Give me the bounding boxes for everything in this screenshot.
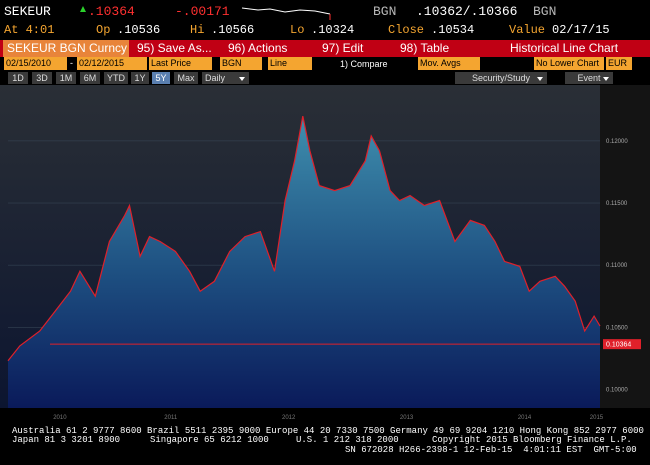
close-label: Close — [388, 23, 425, 37]
frequency[interactable]: Daily — [202, 72, 249, 84]
x-tick-label: 2014 — [518, 415, 532, 421]
range-button[interactable]: YTD — [104, 72, 128, 84]
source: BGN — [373, 4, 397, 19]
footer-contact: U.S. 1 212 318 2000 — [296, 435, 399, 445]
security-study[interactable]: Security/Study — [455, 72, 547, 84]
menu-item[interactable]: 95) Save As... — [137, 41, 212, 55]
separator: - — [70, 58, 73, 68]
event[interactable]: Event — [565, 72, 613, 84]
x-tick-label: 2011 — [164, 415, 178, 421]
menu-item[interactable]: 96) Actions — [228, 41, 288, 55]
y-tick-label: 0.10500 — [606, 325, 628, 331]
field[interactable]: Last Price — [149, 57, 212, 70]
range-button[interactable]: 1D — [8, 72, 28, 84]
source: BGN — [533, 4, 557, 19]
start-date[interactable]: 02/15/2010 — [4, 57, 67, 70]
range-button[interactable]: 1M — [56, 72, 76, 84]
range-button[interactable]: 6M — [80, 72, 100, 84]
source[interactable]: BGN — [220, 57, 262, 70]
y-tick-label: 0.11500 — [606, 201, 628, 207]
area-fill — [8, 116, 600, 408]
up-arrow — [80, 6, 86, 12]
lower-chart[interactable]: No Lower Chart — [534, 57, 604, 70]
footer-contact: Singapore 65 6212 1000 — [150, 435, 269, 445]
high: .10566 — [211, 23, 255, 37]
last-price-label: 0.10364 — [606, 342, 631, 349]
x-tick-label: 2012 — [282, 415, 296, 421]
value-date: 02/17/15 — [552, 23, 610, 37]
high-label: Hi — [190, 23, 205, 37]
range-button[interactable]: Max — [174, 72, 198, 84]
y-tick-label: 0.10000 — [606, 387, 628, 393]
ticker: SEKEUR — [4, 4, 51, 19]
time: At 4:01 — [4, 23, 55, 37]
range-button[interactable]: 3D — [32, 72, 52, 84]
close: .10534 — [431, 23, 475, 37]
chart-title: Historical Line Chart — [510, 41, 619, 55]
moving-averages[interactable]: Mov. Avgs — [418, 57, 480, 70]
menu-item[interactable]: 98) Table — [400, 41, 450, 55]
currency[interactable]: EUR — [606, 57, 632, 70]
x-tick-label: 2013 — [400, 415, 414, 421]
axis-panel — [600, 85, 650, 408]
value-label: Value — [509, 23, 546, 37]
low: .10324 — [311, 23, 355, 37]
open: .10536 — [117, 23, 161, 37]
session-info: SN 672028 H266-2398-1 12-Feb-15 4:01:11 … — [345, 445, 637, 455]
style[interactable]: Line — [268, 57, 312, 70]
last-price: .10364 — [88, 4, 135, 19]
last-price-tag — [603, 339, 641, 350]
price-line — [7, 115, 601, 362]
compare[interactable]: 1) Compare — [340, 59, 388, 69]
security-field[interactable] — [3, 40, 129, 57]
bid-ask: .10362/.10366 — [416, 4, 518, 19]
range-button[interactable]: 1Y — [131, 72, 149, 84]
x-tick-label: 2015 — [590, 415, 604, 421]
security[interactable]: SEKEUR BGN Curncy — [7, 41, 128, 55]
x-tick-label: 2010 — [53, 415, 67, 421]
menu-item[interactable]: 97) Edit — [322, 41, 364, 55]
footer-contact: Japan 81 3 3201 8900 — [12, 435, 121, 445]
open-label: Op — [96, 23, 111, 37]
end-date[interactable]: 02/12/2015 — [77, 57, 147, 70]
y-tick-label: 0.12000 — [606, 139, 628, 145]
low-label: Lo — [290, 23, 305, 37]
copyright: Copyright 2015 Bloomberg Finance L.P. — [432, 435, 632, 445]
footer-contacts: Australia 61 2 9777 8600 Brazil 5511 239… — [12, 426, 644, 436]
range-button-active[interactable]: 5Y — [152, 72, 170, 84]
sparkline — [241, 7, 331, 15]
menu-bar — [0, 40, 650, 57]
change: -.00171 — [175, 4, 230, 19]
y-tick-label: 0.11000 — [606, 263, 628, 269]
